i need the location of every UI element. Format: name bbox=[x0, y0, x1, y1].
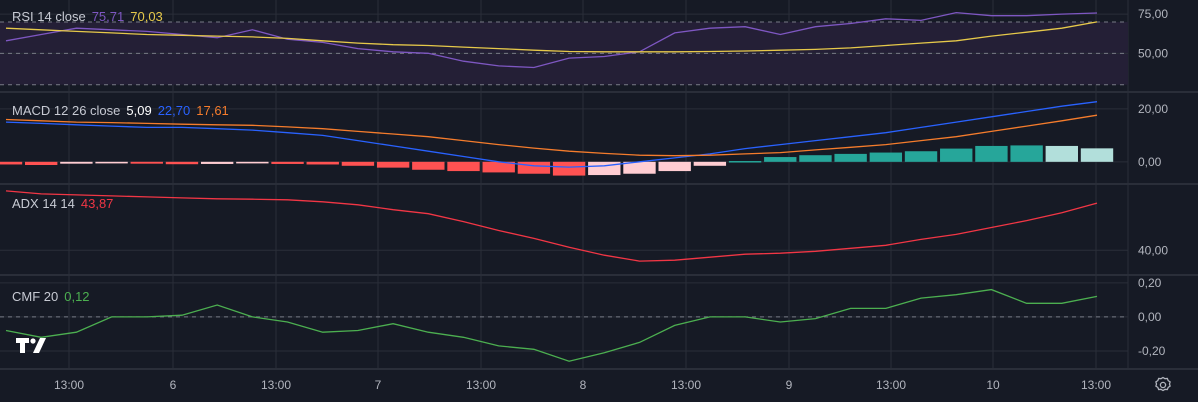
series-line-2-0 bbox=[5, 190, 1098, 262]
histogram-bar bbox=[376, 161, 410, 168]
rsi-ma-value: 70,03 bbox=[130, 9, 163, 24]
x-tick-label: 13:00 bbox=[54, 378, 84, 392]
histogram-bar bbox=[975, 145, 1008, 162]
x-tick-label: 6 bbox=[170, 378, 177, 392]
x-tick-label: 13:00 bbox=[1081, 378, 1111, 392]
histogram-bar bbox=[728, 161, 762, 163]
histogram-bar bbox=[623, 161, 656, 174]
x-tick-label: 7 bbox=[375, 378, 382, 392]
adx-legend[interactable]: ADX 14 14 43,87 bbox=[12, 196, 113, 211]
y-tick-label: 0,00 bbox=[1138, 310, 1162, 324]
settings-icon[interactable] bbox=[1154, 376, 1172, 394]
x-tick-label: 10 bbox=[986, 378, 1000, 392]
macd-line-value: 22,70 bbox=[157, 103, 191, 118]
adx-value: 43,87 bbox=[80, 196, 114, 211]
x-tick-label: 9 bbox=[786, 378, 793, 392]
histogram-bar bbox=[764, 157, 797, 162]
tradingview-logo-icon[interactable] bbox=[16, 335, 52, 355]
cmf-legend-label: CMF 20 bbox=[12, 289, 59, 304]
histogram-bar bbox=[0, 161, 23, 165]
histogram-bar bbox=[517, 161, 551, 174]
histogram-bar bbox=[799, 155, 832, 162]
histogram-bar bbox=[588, 161, 621, 176]
rsi-value: 75,71 bbox=[91, 9, 125, 24]
series-line-0-1 bbox=[5, 21, 1098, 53]
histogram-bar bbox=[1080, 148, 1114, 162]
macd-histogram-value: 5,09 bbox=[126, 103, 152, 118]
adx-legend-label: ADX 14 14 bbox=[12, 196, 75, 211]
histogram-bar bbox=[271, 161, 304, 164]
histogram-bar bbox=[940, 148, 973, 162]
rsi-legend[interactable]: RSI 14 close 75,71 70,03 bbox=[12, 9, 163, 24]
histogram-bar bbox=[60, 161, 93, 164]
histogram-bar bbox=[693, 161, 727, 166]
histogram-bar bbox=[904, 151, 938, 162]
macd-legend[interactable]: MACD 12 26 close 5,09 22,70 17,61 bbox=[12, 103, 229, 118]
y-tick-label: 0,00 bbox=[1138, 155, 1162, 169]
histogram-bar bbox=[165, 161, 199, 165]
cmf-legend[interactable]: CMF 20 0,12 bbox=[12, 289, 90, 304]
cmf-value: 0,12 bbox=[64, 289, 90, 304]
y-tick-label: -0,20 bbox=[1138, 344, 1166, 358]
histogram-bar bbox=[25, 161, 58, 165]
histogram-bar bbox=[236, 161, 269, 164]
histogram-bar bbox=[1010, 145, 1043, 162]
y-tick-label: 75,00 bbox=[1138, 7, 1168, 21]
histogram-bar bbox=[306, 161, 339, 165]
histogram-bar bbox=[482, 161, 515, 173]
histogram-bar bbox=[447, 161, 480, 172]
histogram-bar bbox=[869, 152, 903, 162]
x-tick-label: 13:00 bbox=[671, 378, 701, 392]
histogram-bar bbox=[341, 161, 375, 166]
histogram-bar bbox=[95, 161, 128, 164]
y-tick-label: 20,00 bbox=[1138, 102, 1168, 116]
histogram-bar bbox=[200, 161, 234, 164]
histogram-bar bbox=[130, 161, 163, 164]
histogram-bar bbox=[658, 161, 691, 172]
y-tick-label: 40,00 bbox=[1138, 243, 1168, 257]
histogram-bar bbox=[1045, 145, 1078, 162]
x-tick-label: 13:00 bbox=[466, 378, 496, 392]
histogram-bar bbox=[552, 161, 586, 176]
macd-legend-label: MACD 12 26 close bbox=[12, 103, 121, 118]
series-line-1-1 bbox=[5, 114, 1098, 157]
y-tick-label: 0,20 bbox=[1138, 276, 1162, 290]
x-tick-label: 13:00 bbox=[876, 378, 906, 392]
x-tick-label: 8 bbox=[580, 378, 587, 392]
series-line-3-0 bbox=[5, 288, 1098, 362]
x-tick-label: 13:00 bbox=[261, 378, 291, 392]
histogram-bar bbox=[412, 161, 445, 170]
macd-signal-value: 17,61 bbox=[196, 103, 229, 118]
rsi-legend-label: RSI 14 close bbox=[12, 9, 86, 24]
y-tick-label: 50,00 bbox=[1138, 46, 1168, 60]
series-line-1-0 bbox=[5, 101, 1098, 168]
histogram-bar bbox=[834, 153, 867, 162]
